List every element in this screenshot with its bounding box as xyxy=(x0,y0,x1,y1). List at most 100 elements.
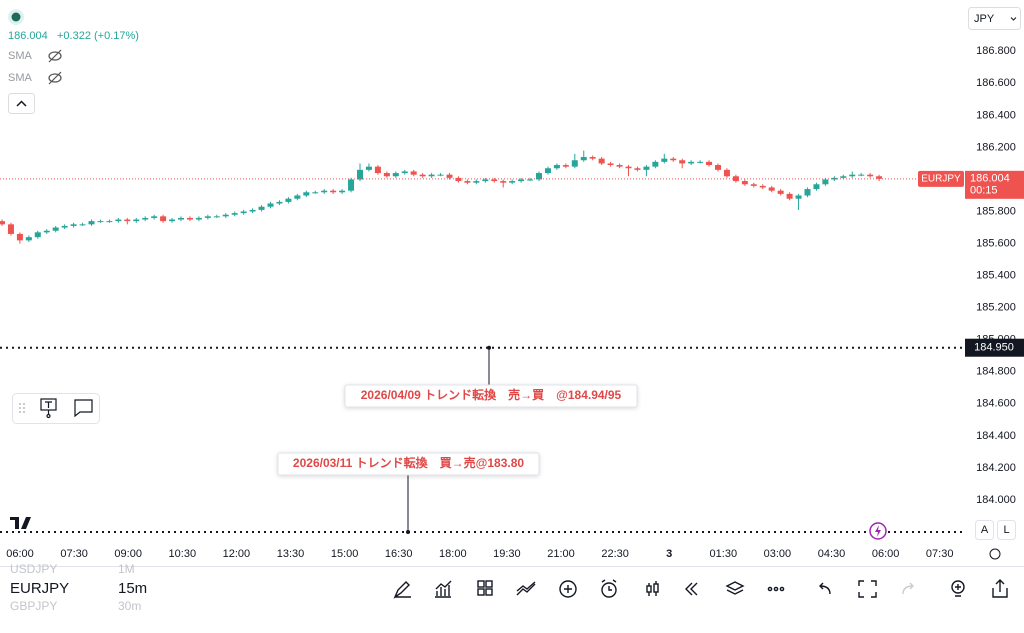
x-tick-label: 3 xyxy=(666,548,672,560)
indicator[interactable]: SMA xyxy=(8,72,33,84)
candle-body xyxy=(25,237,32,241)
symbol-option[interactable]: GBPJPY xyxy=(10,599,57,613)
scale-button-label: A xyxy=(981,524,989,536)
candle-body xyxy=(339,190,346,193)
symbol-option[interactable]: USDJPY xyxy=(10,562,57,576)
candle-body xyxy=(419,174,426,177)
candle-body xyxy=(804,189,811,196)
candle-body xyxy=(643,166,650,170)
candle-body xyxy=(204,216,211,218)
candle-body xyxy=(491,179,498,182)
y-tick-label: 186.200 xyxy=(976,141,1016,153)
candle-body xyxy=(580,157,587,161)
candle-body xyxy=(169,219,176,222)
x-tick-label: 21:00 xyxy=(547,548,575,560)
candle-body xyxy=(321,190,328,193)
candle-body xyxy=(652,161,659,167)
candle-body xyxy=(544,168,551,174)
candle-body xyxy=(509,181,516,183)
y-tick-label: 185.200 xyxy=(976,302,1016,314)
candle-body xyxy=(401,171,408,174)
candle-body xyxy=(7,224,14,234)
indicator[interactable]: SMA xyxy=(8,50,33,62)
hide-icons[interactable] xyxy=(48,49,62,85)
candle-body xyxy=(741,181,748,185)
y-tick-label: 185.400 xyxy=(976,270,1016,282)
candle-body xyxy=(383,173,390,177)
candle-body xyxy=(231,213,238,215)
collapse-button[interactable] xyxy=(8,93,35,114)
candle-body xyxy=(679,160,686,164)
interval-selected[interactable]: 15m xyxy=(118,580,147,597)
drag-handle xyxy=(19,403,25,413)
candle-body xyxy=(670,158,677,161)
alert-icon xyxy=(875,525,881,537)
x-tick-label: 06:00 xyxy=(872,548,900,560)
candle-body xyxy=(455,177,462,182)
price-label-box xyxy=(965,338,1024,357)
candle-body xyxy=(464,181,471,183)
currency-dropdown[interactable] xyxy=(968,7,1021,30)
annotation-anchor xyxy=(406,529,410,534)
y-tick-label: 184.200 xyxy=(976,462,1016,474)
auto-scale-button[interactable] xyxy=(975,520,994,540)
floating-tools[interactable] xyxy=(40,398,93,419)
interval-option[interactable]: 1M xyxy=(118,562,135,576)
y-tick-label: 186.400 xyxy=(976,109,1016,121)
candle-body xyxy=(777,190,784,194)
dropdown-arrow xyxy=(1010,17,1017,21)
candle-body xyxy=(759,185,766,188)
interval-option[interactable]: 30m xyxy=(118,599,141,613)
candle-body xyxy=(822,179,829,185)
candle-body xyxy=(589,157,596,159)
logo xyxy=(10,517,31,529)
legend-change: +0.322 (+0.17%) xyxy=(57,30,139,42)
candle-body xyxy=(598,158,605,164)
candle-body xyxy=(482,179,489,182)
x-tick-label: 15:00 xyxy=(331,548,359,560)
candle-body xyxy=(88,221,95,225)
currency: JPY xyxy=(974,13,995,25)
symbol-tag xyxy=(918,170,964,187)
annotation-box xyxy=(277,452,540,476)
x-tick-label: 22:30 xyxy=(601,548,629,560)
candle-body xyxy=(437,174,444,176)
candle-body xyxy=(124,219,131,222)
candle-body xyxy=(294,195,301,199)
bottom-toolbar[interactable] xyxy=(393,579,1008,599)
y-tick-label: 185.600 xyxy=(976,237,1016,249)
countdown: 00:15 xyxy=(970,185,998,197)
candle-body xyxy=(849,174,856,177)
candle-body xyxy=(518,179,525,182)
settings-button[interactable] xyxy=(989,548,1001,560)
candle-body xyxy=(312,192,319,194)
candle-body xyxy=(786,193,793,199)
candle-body xyxy=(222,214,229,217)
candle-body xyxy=(392,173,399,177)
x-tick-label: 07:30 xyxy=(926,548,954,560)
collapse-icon xyxy=(16,100,27,107)
candle-body xyxy=(876,176,883,179)
candle-body xyxy=(133,219,140,222)
status-dot xyxy=(11,12,21,22)
candle-body xyxy=(365,166,372,170)
candle-body xyxy=(768,187,775,191)
candle-body xyxy=(195,217,202,220)
candle-body xyxy=(634,168,641,170)
last-price-box xyxy=(965,170,1024,199)
candle-body xyxy=(0,221,5,225)
candle-body xyxy=(61,225,68,228)
candle-body xyxy=(715,165,721,170)
x-tick-label: 10:30 xyxy=(169,548,197,560)
candle-body xyxy=(750,184,757,186)
symbol-selected[interactable]: EURJPY xyxy=(10,580,69,597)
y-tick-label: 184.600 xyxy=(976,398,1016,410)
candle-body xyxy=(240,211,247,214)
candle-body xyxy=(688,161,695,164)
candle-body xyxy=(625,166,632,169)
candle-body xyxy=(34,232,41,238)
candle-body xyxy=(330,190,337,193)
candle-body xyxy=(70,224,77,226)
log-scale-button[interactable] xyxy=(997,520,1016,540)
